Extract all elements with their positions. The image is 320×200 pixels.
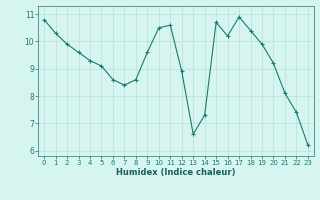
X-axis label: Humidex (Indice chaleur): Humidex (Indice chaleur) [116, 168, 236, 177]
